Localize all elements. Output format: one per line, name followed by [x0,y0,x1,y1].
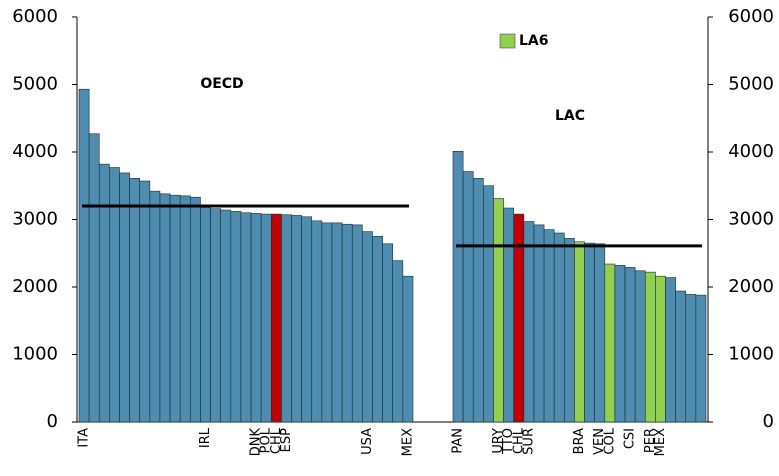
x-tick-label: VEN [592,428,607,455]
y2-tick-label: 6000 [728,6,774,27]
bar [240,212,252,423]
bar [695,294,707,423]
x-tick-label: POL [259,427,274,453]
bar [179,195,191,423]
x-tick-label: SUR [521,428,536,455]
x-tick-label: PAN [451,428,466,454]
bar [139,180,151,423]
bar [604,263,616,423]
bar [553,232,565,423]
bar [159,193,171,423]
bar [533,224,545,423]
x-tick-label: IRL [198,427,213,448]
bar [301,216,313,423]
x-tick-label: USA [360,428,375,455]
bar [523,221,535,423]
x-tick-label: MEX [400,428,415,456]
bar [78,88,90,423]
bar [230,211,242,423]
bar [88,133,100,423]
bar [250,213,262,423]
bar [402,275,414,423]
bar [260,213,272,423]
bar [311,220,323,423]
bar [119,172,130,423]
bar [452,151,464,423]
bar [281,214,292,423]
y2-tick-label: 1000 [728,344,774,365]
bar [644,271,656,423]
bar [382,243,394,423]
bar [169,194,181,423]
y-tick-label: 6000 [12,6,58,27]
bar [685,294,697,423]
bar [584,242,595,423]
x-tick-label: MEX [653,428,668,456]
x-tick-label: CHL [511,427,526,454]
bar [321,222,333,423]
y-tick-label: 5000 [12,74,58,95]
bar [665,277,676,423]
y-tick-label: 4000 [12,141,58,162]
bar [210,208,221,423]
y2-tick-label: 3000 [728,209,774,230]
x-tick-label: URY [491,428,506,454]
bar [220,209,232,423]
bar [462,171,474,423]
bar [614,265,626,423]
bar [190,196,201,423]
x-tick-label: DNK [249,428,264,457]
bar [594,243,606,423]
bar [543,229,555,423]
x-tick-label: COL [602,427,617,454]
bar [149,190,161,423]
bar [564,238,575,423]
group-label: LAC [555,108,585,124]
bar [503,207,515,423]
bar [392,260,404,423]
bar [291,215,302,423]
y2-tick-label: 4000 [728,141,774,162]
y2-tick-label: 2000 [728,276,774,297]
y-tick-label: 2000 [12,276,58,297]
y-tick-label: 3000 [12,209,58,230]
legend-swatch [499,33,516,49]
group-label: OECD [200,76,243,92]
bar [472,178,484,423]
bar [675,290,687,423]
y-tick-label: 1000 [12,344,58,365]
x-tick-label: TTO [501,428,516,455]
x-tick-label: BRA [572,428,587,454]
bar [634,270,646,423]
bar [493,198,504,423]
bar [200,207,211,423]
bar [351,224,363,423]
bar [129,178,141,423]
x-tick-label: ITA [77,428,92,448]
bar [341,223,353,423]
bar [655,275,666,423]
bar [270,213,282,423]
legend-label: LA6 [519,33,549,49]
x-tick-label: ESP [279,428,294,452]
y2-tick-label: 0 [763,411,774,432]
x-tick-label: CSI [623,428,638,449]
bar [483,185,494,423]
bar [574,241,585,423]
x-tick-label: PER [643,428,658,453]
bar [331,222,343,423]
bar [372,236,383,423]
y2-tick-label: 5000 [728,74,774,95]
bar [362,231,373,423]
bar [98,163,110,423]
y-tick-label: 0 [47,411,58,432]
x-tick-label: CHL [269,427,284,454]
bar [624,267,636,423]
